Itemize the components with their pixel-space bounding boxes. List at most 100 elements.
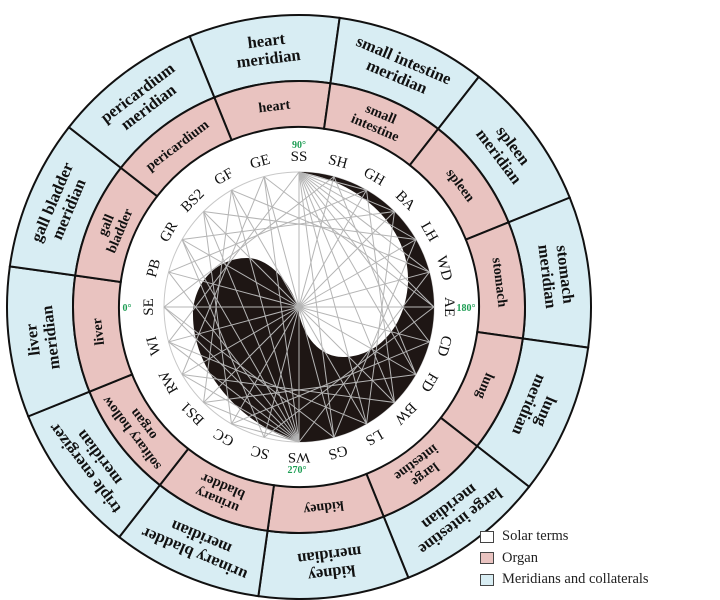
chord-line — [298, 171, 395, 213]
legend-swatch-blue — [480, 573, 494, 586]
chord-line — [181, 239, 300, 443]
chord-line — [168, 341, 300, 443]
chord-line — [263, 176, 435, 308]
radial-line — [298, 271, 430, 308]
solar-term-label: FD — [417, 370, 441, 395]
legend-item-organ: Organ — [480, 548, 649, 570]
legend-item-solar-terms: Solar terms — [480, 526, 649, 548]
solar-term-label: SE — [141, 298, 157, 316]
chord-line — [203, 211, 300, 443]
chord-line — [168, 171, 300, 343]
chord-line — [203, 190, 232, 403]
radial-line — [298, 306, 430, 343]
solar-term-label: BA — [392, 188, 418, 214]
radial-line — [298, 189, 367, 308]
solar-term-label: WI — [144, 334, 164, 357]
solar-term-label: SS — [291, 149, 308, 165]
chord-line — [298, 171, 367, 425]
solar-term-label: WD — [433, 254, 455, 282]
legend-swatch-white — [480, 530, 494, 543]
degree-label-0: 0° — [123, 303, 132, 314]
solar-term-label: WS — [288, 449, 311, 465]
solar-term-label: RW — [156, 367, 182, 396]
solar-term-label: GS — [326, 442, 349, 462]
chord-line — [231, 189, 430, 273]
meridian-label-line: liver — [21, 323, 44, 357]
organ-label: stomach — [489, 257, 510, 308]
chord-line — [182, 374, 395, 403]
radial-line — [263, 306, 300, 438]
chord-line — [168, 271, 300, 443]
chord-line — [163, 306, 300, 443]
chord-line — [203, 211, 416, 240]
solar-term-label: SC — [249, 442, 271, 462]
chord-line — [181, 374, 300, 443]
chord-line — [231, 189, 300, 443]
chord-line — [366, 211, 395, 424]
radial-line — [298, 176, 335, 308]
legend: Solar terms Organ Meridians and collater… — [480, 526, 649, 591]
chord-line — [168, 341, 367, 425]
chord-line — [163, 176, 335, 308]
degree-label-90: 90° — [292, 140, 306, 151]
radial-line — [231, 306, 300, 425]
solar-term-label: GE — [248, 152, 271, 173]
organ-sector — [119, 96, 233, 198]
chord-line — [203, 374, 416, 403]
radial-line — [298, 306, 395, 403]
radial-line — [298, 306, 335, 438]
organ-label: kidney — [303, 497, 345, 517]
solar-term-label: CD — [433, 334, 454, 358]
chord-line — [163, 306, 335, 438]
meridian-label-line: heart — [246, 29, 286, 52]
chord-line — [203, 401, 300, 443]
chord-line — [298, 171, 335, 438]
solar-term-label: GR — [157, 219, 181, 245]
solar-term-label: LH — [417, 219, 441, 244]
solar-term-label: GF — [212, 165, 237, 188]
chord-line — [298, 171, 367, 191]
organ-label-line: heart — [258, 98, 292, 117]
meridian-label: stomachmeridian — [534, 241, 579, 309]
solar-term-label: AE — [441, 297, 457, 317]
chord-line — [203, 211, 232, 424]
chord-line — [181, 239, 265, 438]
chord-line — [168, 189, 367, 273]
chord-line — [298, 171, 395, 403]
radial-line — [168, 306, 300, 343]
chord-line — [298, 271, 430, 443]
radial-line — [263, 176, 300, 308]
chord-line — [298, 171, 417, 375]
legend-swatch-pink — [480, 552, 494, 565]
solar-term-label: BW — [390, 399, 419, 428]
legend-item-meridians: Meridians and collaterals — [480, 569, 649, 591]
chord-line — [298, 171, 430, 273]
chord-line — [333, 239, 417, 438]
chord-line — [231, 341, 430, 425]
chord-lines — [163, 171, 435, 443]
chord-line — [263, 176, 300, 443]
radial-line — [168, 271, 300, 308]
chord-line — [366, 190, 395, 403]
solar-term-label: GH — [361, 165, 388, 190]
radial-line — [298, 306, 367, 425]
taiji-shape — [193, 172, 434, 442]
chord-line — [298, 171, 435, 308]
chord-line — [333, 176, 417, 375]
organ-label-line: kidney — [303, 497, 345, 517]
chord-line — [298, 171, 417, 240]
degree-label-270: 270° — [288, 465, 307, 476]
meridian-label: kidneymeridian — [297, 542, 365, 587]
radial-line — [203, 211, 300, 308]
solar-term-label: PB — [144, 257, 164, 279]
organ-label: heart — [258, 98, 292, 117]
radial-line — [231, 189, 300, 308]
organ-label-line: liver — [90, 317, 108, 346]
organ-label-line: stomach — [489, 257, 510, 308]
organ-label: liver — [90, 317, 108, 346]
chord-line — [181, 176, 265, 375]
legend-label: Organ — [502, 549, 538, 566]
degree-label-180: 180° — [457, 303, 476, 314]
